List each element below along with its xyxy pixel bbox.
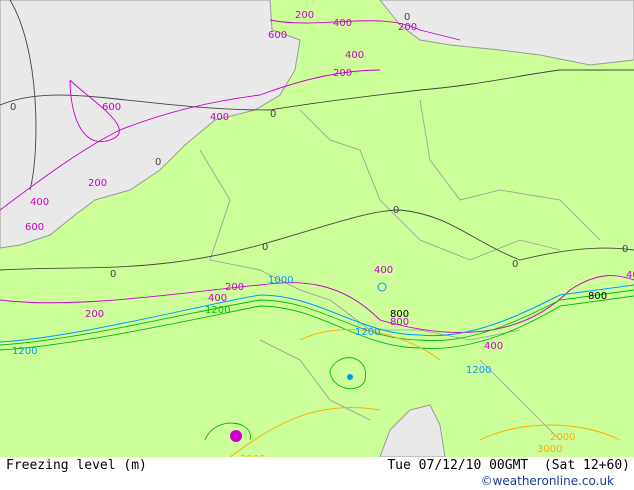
contour-label: 600	[25, 222, 44, 233]
contour-label: 0	[512, 259, 518, 270]
contour-peaks	[230, 282, 387, 442]
contour-label: 200	[85, 309, 104, 320]
contour-label: 400	[210, 112, 229, 123]
contour-1000-1200	[0, 284, 634, 343]
contour-label: 400	[208, 293, 227, 304]
contour-200-600	[0, 19, 634, 333]
contour-label: 400	[345, 50, 364, 61]
contour-label: 200	[398, 22, 417, 33]
contour-label: 2000	[240, 454, 265, 457]
contour-label: 600	[268, 30, 287, 41]
contour-label: 2000	[550, 432, 575, 443]
contour-label: 0	[404, 12, 410, 23]
contour-label: 200	[333, 68, 352, 79]
contour-label: 200	[225, 282, 244, 293]
contour-label: 1200	[12, 346, 37, 357]
contour-labels: 200 400 600 200 400 600 400 200 0 0 0 0 …	[10, 10, 634, 457]
contour-label: 0	[155, 157, 161, 168]
contour-label: 200	[295, 10, 314, 21]
valid-time: Tue 07/12/10 00GMT (Sat 12+60)	[387, 458, 630, 473]
contour-label: 400	[30, 197, 49, 208]
map-title: Freezing level (m)	[6, 458, 147, 473]
contour-label: 400	[626, 270, 634, 281]
contour-label: 1000	[268, 275, 293, 286]
contour-label: 800	[390, 317, 409, 328]
contour-label: 0	[10, 102, 16, 113]
peak-marker	[347, 374, 353, 380]
peak-marker	[230, 430, 242, 442]
contour-label: 800	[588, 291, 607, 302]
adriatic-sea	[379, 404, 446, 457]
contour-label: 1200	[355, 327, 380, 338]
baltic-sea	[379, 0, 634, 66]
country-borders	[199, 99, 601, 441]
copyright-link[interactable]: ©weatheronline.co.uk	[480, 474, 614, 488]
contour-label: 400	[374, 265, 393, 276]
contour-label: 0	[110, 269, 116, 280]
contour-2000-3000	[229, 329, 621, 457]
contour-800-1800	[0, 289, 634, 441]
contour-label: 400	[333, 18, 352, 29]
north-sea	[0, 0, 301, 249]
contour-label: 600	[102, 102, 121, 113]
contour-label: 1200	[205, 305, 230, 316]
contour-label: 3000	[537, 444, 562, 455]
contour-label: 800	[390, 309, 409, 320]
freezing-level-map: 200 400 600 200 400 600 400 200 0 0 0 0 …	[0, 0, 634, 457]
contour-label: 400	[484, 341, 503, 352]
contour-label: 0	[270, 109, 276, 120]
contour-label: 200	[88, 178, 107, 189]
contour-label: 1200	[466, 365, 491, 376]
peak-marker	[377, 282, 387, 292]
contour-label: 0	[262, 242, 268, 253]
contour-label: 0	[393, 205, 399, 216]
contour-label: 0	[622, 244, 628, 255]
